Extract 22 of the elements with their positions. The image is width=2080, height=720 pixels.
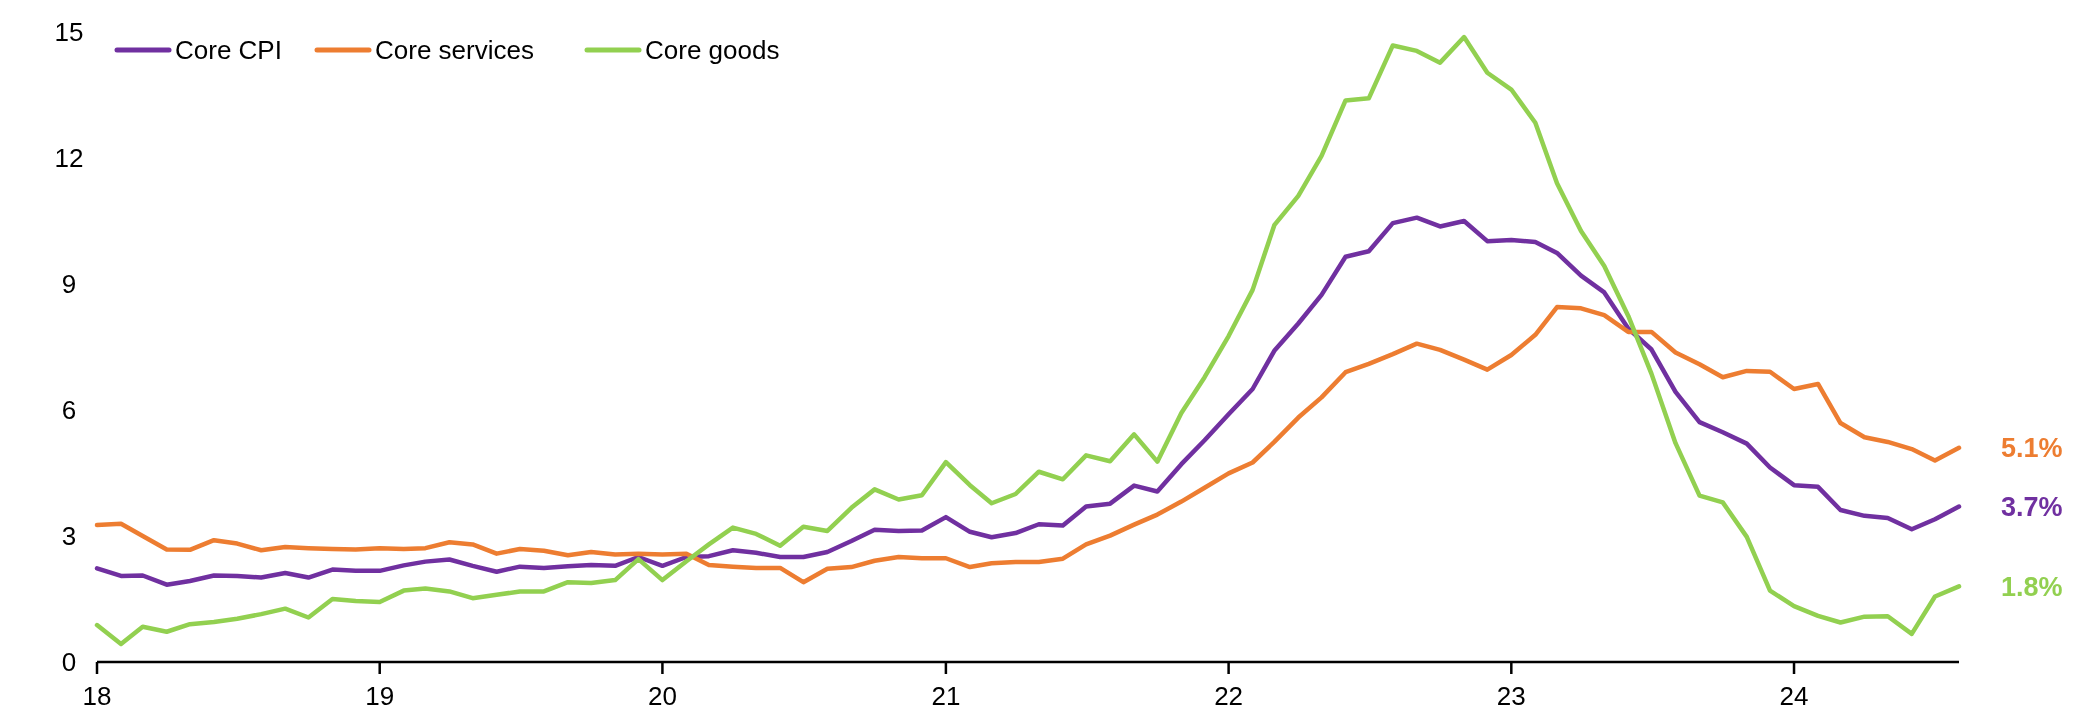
x-tick-label: 18 — [82, 681, 112, 712]
line-series — [94, 34, 1962, 647]
y-tick-label: 12 — [54, 143, 84, 174]
line-series — [94, 304, 1962, 585]
line-series — [94, 215, 1962, 587]
y-tick-label: 6 — [61, 395, 77, 426]
x-tick-label: 20 — [647, 681, 677, 712]
y-tick-label: 0 — [61, 647, 77, 678]
legend-label: Core CPI — [175, 35, 282, 66]
y-tick-label: 3 — [61, 521, 77, 552]
legend-label: Core goods — [645, 35, 780, 66]
data-label: 1.8% — [2001, 571, 2063, 602]
legend-label: Core services — [375, 35, 534, 66]
y-tick-label: 15 — [54, 17, 84, 48]
x-tick-label: 23 — [1496, 681, 1526, 712]
y-tick-label: 9 — [61, 269, 77, 300]
x-tick-label: 24 — [1779, 681, 1809, 712]
x-tick-label: 19 — [365, 681, 395, 712]
x-tick-label: 21 — [931, 681, 961, 712]
data-label: 5.1% — [2001, 433, 2063, 464]
data-label: 3.7% — [2001, 492, 2063, 523]
x-tick-label: 22 — [1214, 681, 1244, 712]
